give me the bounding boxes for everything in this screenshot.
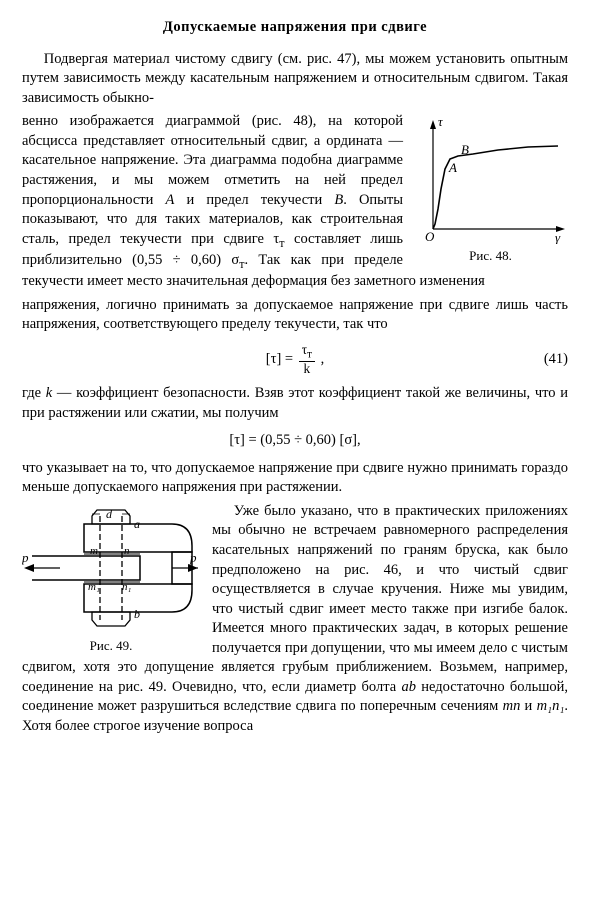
section-title: Допускаемые напряжения при сдвиге [22, 18, 568, 38]
fig48-caption: Рис. 48. [413, 247, 568, 265]
figure-49: d a b m n m₁ n₁ p p Рис. 49. [22, 506, 200, 655]
fig49-caption: Рис. 49. [22, 637, 200, 655]
svg-text:m: m [90, 545, 98, 557]
fig49-svg: d a b m n m₁ n₁ p p [22, 506, 200, 634]
label-m1n1: m₁n₁ [537, 698, 565, 714]
label-b: B [334, 192, 343, 208]
text: — коэффициент безопасности. Взяв этот ко… [22, 385, 568, 421]
label-ab: ab [401, 679, 416, 695]
label-mn: mn [503, 698, 521, 714]
svg-text:n: n [124, 545, 130, 557]
fig48-label-b: B [461, 142, 469, 157]
paragraph: что указывает на то, что допускаемое нап… [22, 459, 568, 498]
equation-mid: [τ] = (0,55 ÷ 0,60) [σ], [22, 431, 568, 451]
eq-lhs: [τ] = [266, 351, 297, 367]
svg-text:m₁: m₁ [88, 581, 100, 593]
svg-text:p: p [22, 550, 29, 565]
figure-48: A B O τ γ Рис. 48. [413, 114, 568, 265]
text: Подвергая материал чистому сдвигу (см. р… [22, 51, 568, 106]
equation-41: [τ] = τтk , (41) [22, 343, 568, 376]
svg-text:p: p [189, 550, 197, 565]
eq-body: [τ] = (0,55 ÷ 0,60) [σ], [229, 431, 360, 451]
eq-body: [τ] = τтk , [266, 343, 324, 376]
eq-tail: , [317, 351, 324, 367]
text: где [22, 385, 46, 401]
eq-number: (41) [544, 350, 568, 370]
fig48-origin: O [425, 229, 435, 244]
fig48-label-a: A [448, 160, 457, 175]
text: и [520, 698, 536, 714]
svg-text:a: a [134, 517, 140, 531]
label-a: A [165, 192, 174, 208]
fig48-svg: A B O τ γ [413, 114, 568, 244]
fig48-gamma: γ [555, 230, 561, 244]
paragraph: где k — коэффициент безопасности. Взяв э… [22, 384, 568, 423]
paragraph: напряжения, логично принимать за допуска… [22, 296, 568, 335]
fig48-tau: τ [438, 114, 444, 129]
eq-den: k [300, 362, 313, 376]
fraction: τтk [299, 343, 315, 376]
eq-num-sub: т [307, 348, 312, 360]
svg-text:d: d [106, 507, 113, 521]
paragraph: Подвергая материал чистому сдвигу (см. р… [22, 50, 568, 109]
svg-text:b: b [134, 607, 140, 621]
text: и предел текучести [174, 192, 334, 208]
svg-text:n₁: n₁ [122, 581, 132, 593]
